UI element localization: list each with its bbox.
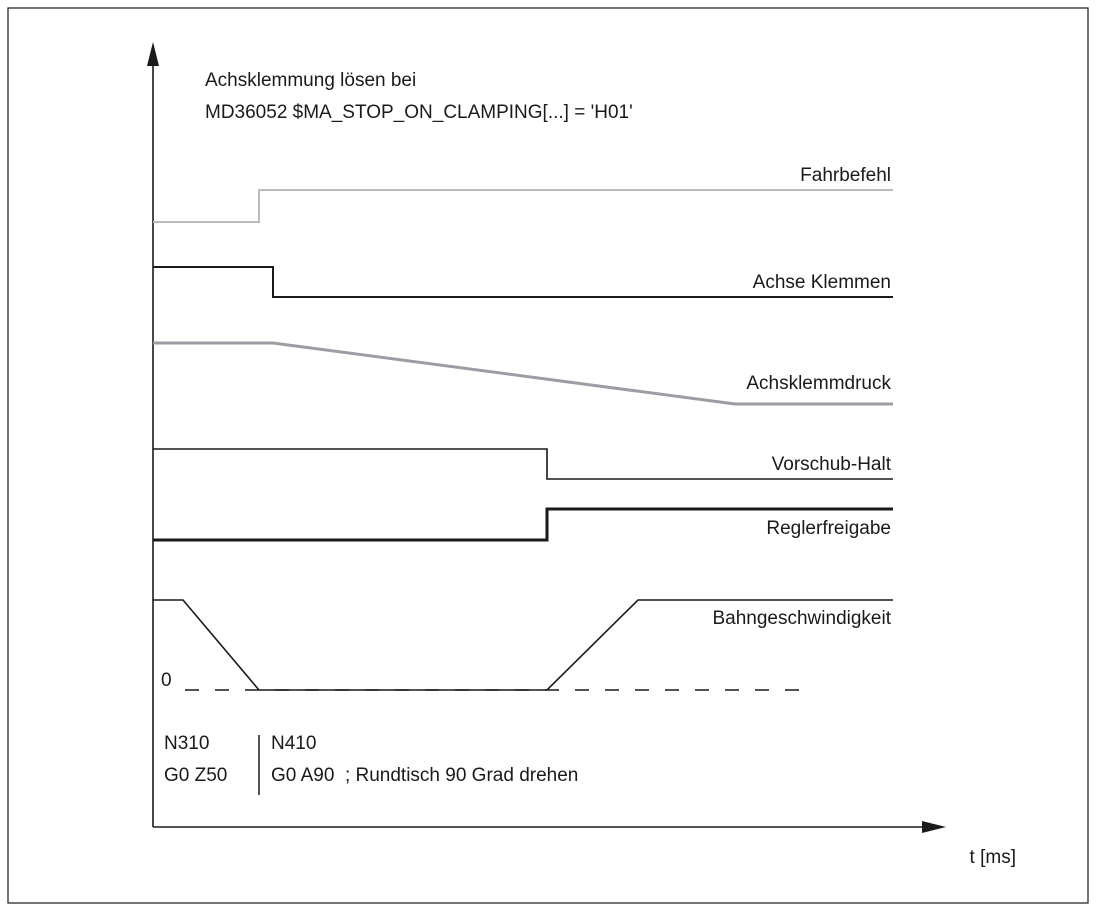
signal-bahngeschwindigkeit-label: Bahngeschwindigkeit (712, 608, 891, 629)
block-right-line1: N410 (271, 733, 316, 754)
diagram-title-line2: MD36052 $MA_STOP_ON_CLAMPING[...] = 'H01… (205, 102, 633, 123)
signal-fahrbefehl-label: Fahrbefehl (800, 165, 891, 186)
signal-vorschub-halt-trace (153, 448, 893, 480)
x-axis-arrow (922, 821, 946, 833)
signal-fahrbefehl-trace (153, 189, 893, 223)
signal-reglerfreigabe-label: Reglerfreigabe (766, 518, 891, 539)
diagram-border (7, 7, 1089, 904)
block-left-line2: G0 Z50 (164, 765, 227, 786)
signal-reglerfreigabe-trace (153, 507, 893, 542)
y-axis-arrow (147, 42, 159, 66)
block-left-line1: N310 (164, 733, 209, 754)
signal-vorschub-halt-label: Vorschub-Halt (772, 454, 892, 475)
x-axis-label: t [ms] (970, 847, 1016, 868)
block-right-line2: G0 A90 ; Rundtisch 90 Grad drehen (271, 765, 578, 786)
signal-achse-klemmen-label: Achse Klemmen (753, 272, 891, 293)
signal-achsklemmdruck-trace (153, 341, 893, 406)
signal-achse-klemmen-trace (153, 266, 893, 298)
zero-label: 0 (161, 670, 172, 691)
signal-achsklemmdruck-label: Achsklemmdruck (746, 373, 891, 394)
diagram-title-line1: Achsklemmung lösen bei (205, 70, 416, 91)
